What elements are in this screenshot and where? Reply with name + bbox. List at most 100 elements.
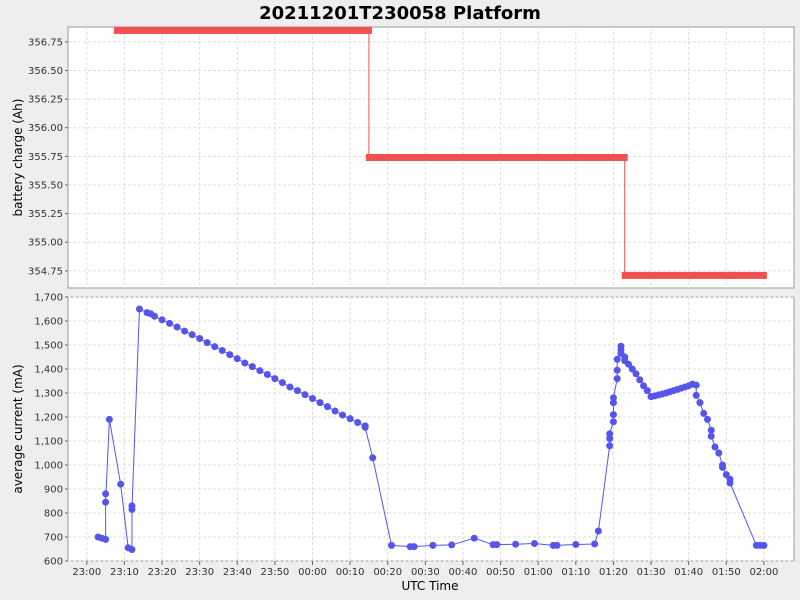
x-axis-label: UTC Time [402, 579, 459, 593]
current-point [692, 381, 700, 389]
current-point [256, 367, 264, 375]
current-point [196, 335, 204, 343]
current-point [609, 394, 617, 402]
chart-title: 20211201T230058 Platform [259, 3, 541, 24]
current-point [613, 375, 621, 383]
y-tick-label: 1,400 [34, 365, 63, 376]
current-point [572, 540, 580, 548]
battery-segment [365, 154, 628, 161]
current-point [719, 463, 727, 471]
current-point [696, 399, 704, 407]
x-tick-label: 01:50 [712, 567, 741, 578]
current-point [613, 355, 621, 363]
current-point [331, 407, 339, 415]
y-tick-label: 355.50 [28, 180, 63, 191]
y-tick-label: 1,000 [34, 461, 63, 472]
current-point [369, 454, 377, 462]
current-point [248, 363, 256, 371]
current-point [512, 540, 520, 548]
current-point [707, 426, 715, 434]
current-point [448, 541, 456, 549]
current-point [102, 498, 110, 506]
current-point [640, 382, 648, 390]
current-point [105, 415, 113, 423]
current-point [613, 366, 621, 374]
y-tick-label: 356.00 [28, 123, 63, 134]
y-tick-label: 900 [44, 485, 63, 496]
x-tick-label: 23:00 [72, 567, 101, 578]
y-tick-label: 700 [44, 533, 63, 544]
y-tick-label: 1,700 [34, 293, 63, 304]
current-point [707, 432, 715, 440]
current-point [606, 442, 614, 450]
current-point [339, 411, 347, 419]
x-tick-label: 23:10 [110, 567, 139, 578]
current-point [102, 490, 110, 498]
y-tick-label: 1,200 [34, 413, 63, 424]
current-point [218, 347, 226, 355]
current-point [271, 375, 279, 383]
x-tick-label: 00:40 [449, 567, 478, 578]
x-tick-label: 01:00 [524, 567, 553, 578]
x-tick-label: 23:40 [223, 567, 252, 578]
y-tick-label: 356.25 [28, 95, 63, 106]
current-point [361, 423, 369, 431]
current-point [316, 399, 324, 407]
current-point [293, 387, 301, 395]
current-point [530, 539, 538, 547]
current-point [158, 316, 166, 324]
y-tick-label: 800 [44, 509, 63, 520]
y-axis-label: average current (mA) [11, 364, 25, 493]
current-point [301, 391, 309, 399]
current-point [173, 323, 181, 331]
current-point [470, 534, 478, 542]
plot-area [67, 296, 795, 562]
y-tick-label: 355.75 [28, 152, 63, 163]
current-point [354, 419, 362, 427]
current-point [632, 370, 640, 378]
current-point [636, 376, 644, 384]
current-point [722, 471, 730, 479]
current-point [643, 387, 651, 395]
x-tick-label: 00:20 [373, 567, 402, 578]
battery-segment [113, 26, 139, 34]
current-point [594, 527, 602, 535]
panel-average-current: 1,700 1,600 1,500 1,400 1,300 1,200 1,100 1,000… [11, 293, 795, 568]
current-point [324, 403, 332, 411]
x-tick-label: 00:50 [486, 567, 515, 578]
current-point [286, 383, 294, 391]
y-tick-label: 354.75 [28, 266, 63, 277]
x-tick-label: 00:30 [411, 567, 440, 578]
current-point [151, 312, 159, 320]
current-point [181, 327, 189, 335]
current-point [263, 371, 271, 379]
current-point [226, 351, 234, 359]
x-tick-label: 01:10 [561, 567, 590, 578]
y-tick-label: 356.75 [28, 37, 63, 48]
current-point [703, 415, 711, 423]
current-point [410, 543, 418, 551]
current-point [128, 505, 136, 513]
current-point [211, 343, 219, 351]
x-tick-label: 00:00 [298, 567, 327, 578]
x-tick-label: 23:50 [260, 567, 289, 578]
battery-segment [727, 271, 767, 279]
current-point [606, 430, 614, 438]
current-point [188, 331, 196, 339]
x-tick-label: 23:20 [148, 567, 177, 578]
current-point [241, 359, 249, 367]
battery-segment [621, 271, 734, 279]
current-point [346, 415, 354, 423]
current-point [135, 305, 143, 313]
current-point [203, 339, 211, 347]
current-point [700, 409, 708, 417]
current-point [553, 541, 561, 549]
current-point [628, 365, 636, 373]
current-point [606, 435, 614, 443]
y-tick-label: 355.25 [28, 209, 63, 220]
current-point [711, 443, 719, 451]
y-tick-label: 1,500 [34, 341, 63, 352]
current-point [493, 541, 501, 549]
current-point [429, 541, 437, 549]
